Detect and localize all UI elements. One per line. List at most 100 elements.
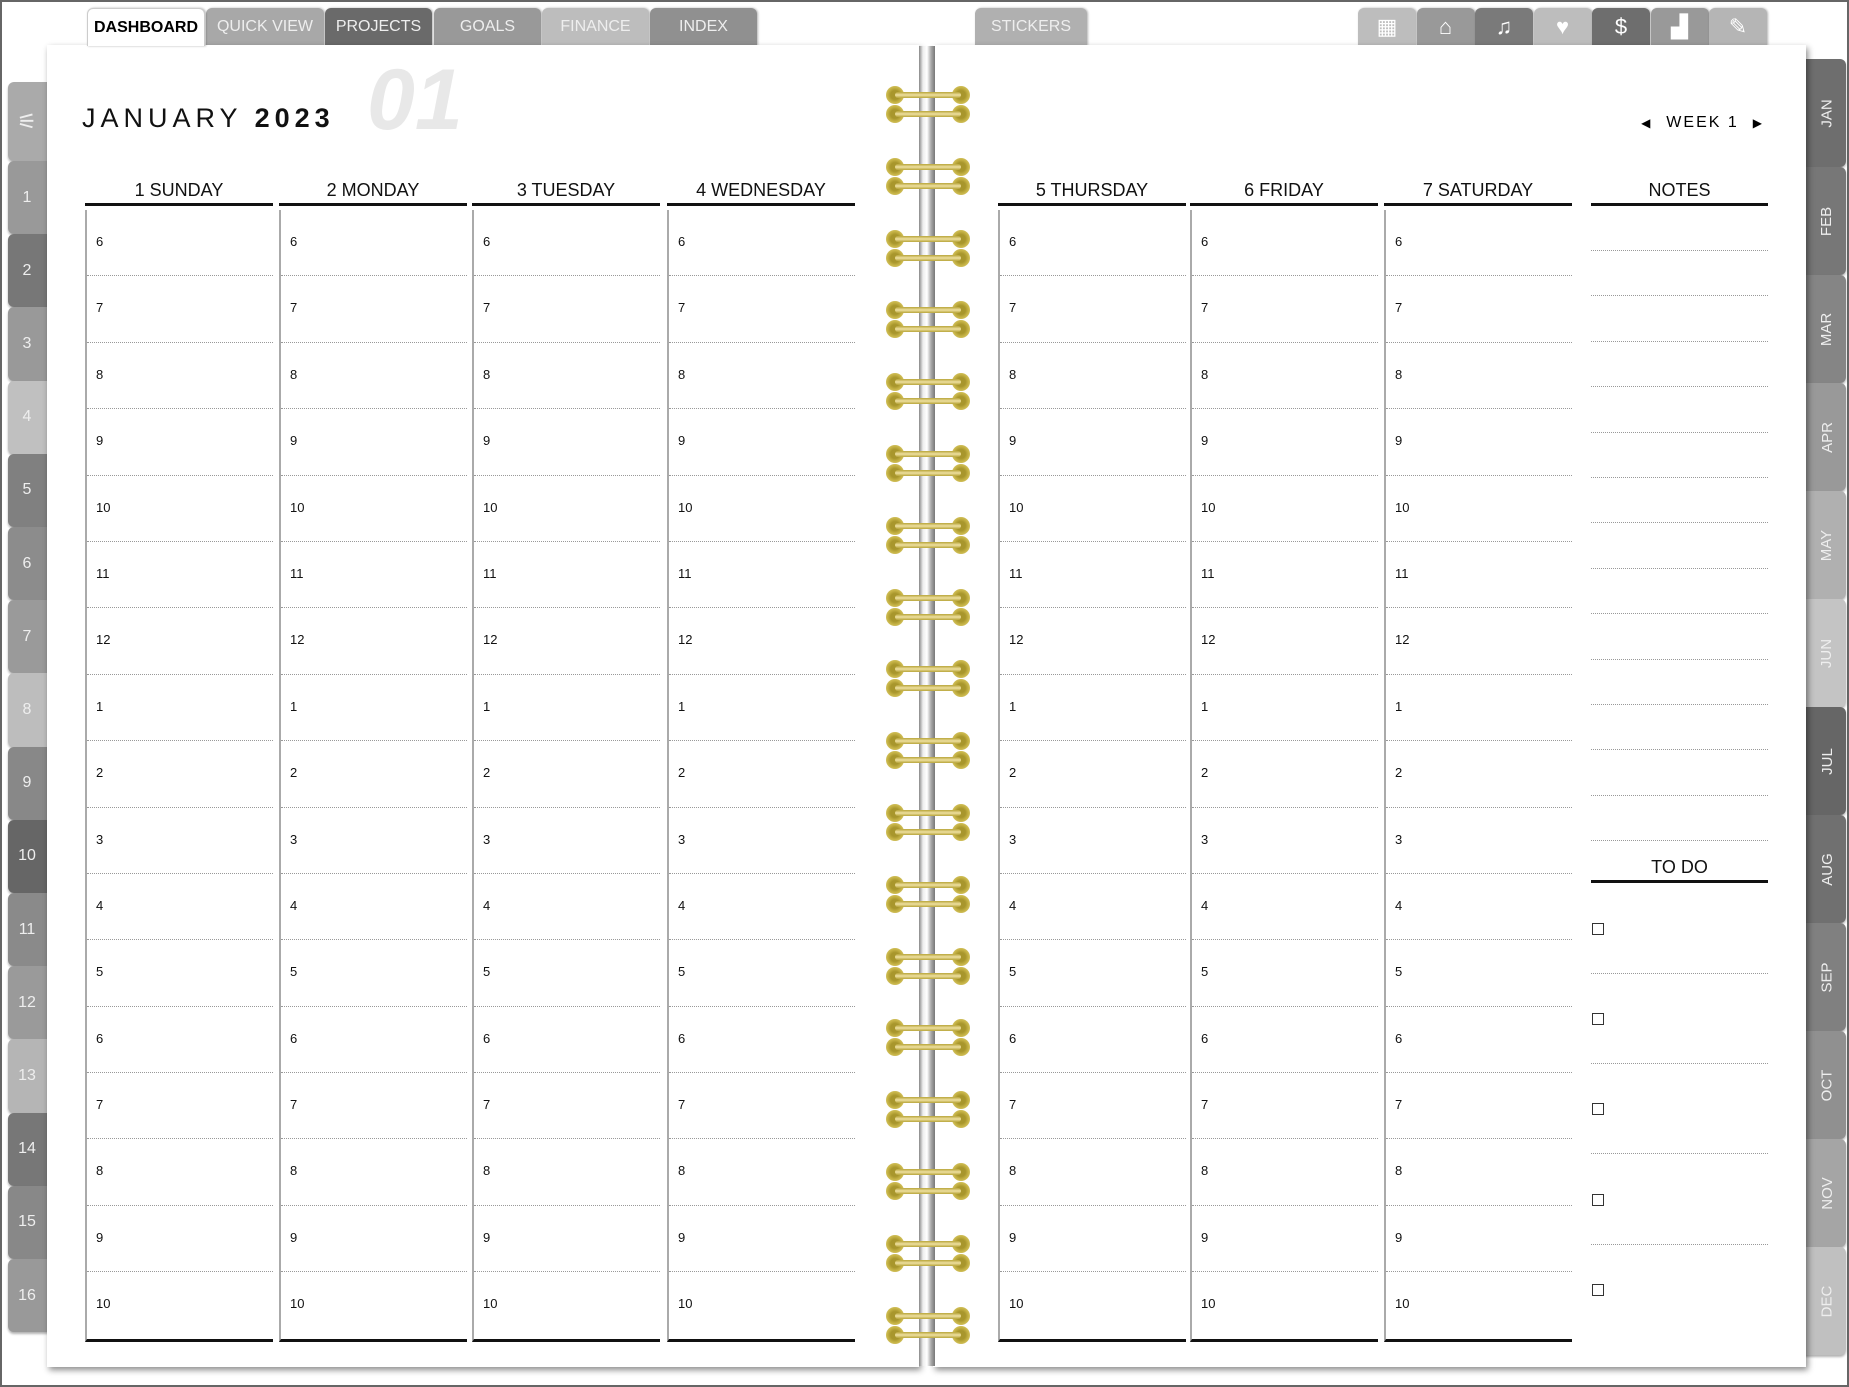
- todo-line[interactable]: [1591, 1153, 1768, 1155]
- hour-slot[interactable]: 6: [1000, 1007, 1186, 1074]
- hour-slot[interactable]: 7: [281, 1073, 467, 1140]
- hour-slot[interactable]: 1: [1000, 675, 1186, 742]
- tab-goals[interactable]: GOALS: [434, 8, 541, 46]
- hour-slot[interactable]: 10: [1386, 1272, 1572, 1338]
- notes-line[interactable]: [1591, 613, 1768, 615]
- hour-slot[interactable]: 5: [1000, 940, 1186, 1007]
- hour-slot[interactable]: 7: [87, 276, 273, 343]
- hour-slot[interactable]: 5: [1192, 940, 1378, 1007]
- hour-slot[interactable]: 5: [474, 940, 660, 1007]
- todo-checkbox[interactable]: [1592, 1013, 1604, 1026]
- hour-slot[interactable]: 6: [1386, 210, 1572, 277]
- hour-slot[interactable]: 4: [1192, 874, 1378, 941]
- hour-slot[interactable]: 8: [669, 1139, 855, 1206]
- todo-checkbox[interactable]: [1592, 1283, 1604, 1296]
- hour-slot[interactable]: 8: [1386, 1139, 1572, 1206]
- hour-slot[interactable]: 10: [1000, 1272, 1186, 1338]
- page-tab-11[interactable]: 11: [8, 893, 52, 967]
- month-tab-jan[interactable]: JAN: [1802, 59, 1846, 167]
- hour-slot[interactable]: 12: [1192, 608, 1378, 675]
- hour-slot[interactable]: 2: [1000, 741, 1186, 808]
- month-tab-mar[interactable]: MAR: [1802, 275, 1846, 383]
- notes-line[interactable]: [1591, 431, 1768, 433]
- month-tab-apr[interactable]: APR: [1802, 383, 1846, 491]
- hour-slot[interactable]: 3: [281, 808, 467, 874]
- hour-slot[interactable]: 2: [1386, 741, 1572, 808]
- hour-slot[interactable]: 11: [1192, 542, 1378, 609]
- notes-line[interactable]: [1591, 704, 1768, 705]
- hour-slot[interactable]: 7: [669, 1073, 855, 1140]
- hour-slot[interactable]: 8: [281, 343, 467, 410]
- hour-slot[interactable]: 4: [1386, 874, 1572, 941]
- hour-slot[interactable]: 7: [1000, 1073, 1186, 1140]
- hour-slot[interactable]: 9: [87, 1206, 273, 1273]
- hour-slot[interactable]: 1: [1386, 675, 1572, 742]
- hour-slot[interactable]: 4: [1000, 874, 1186, 941]
- hour-slot[interactable]: 3: [1000, 808, 1186, 874]
- hour-slot[interactable]: 9: [1000, 1206, 1186, 1273]
- hour-slot[interactable]: 12: [87, 608, 273, 675]
- hour-slot[interactable]: 8: [474, 1139, 660, 1206]
- hour-slot[interactable]: 10: [669, 1272, 855, 1338]
- hour-slot[interactable]: 11: [1000, 542, 1186, 609]
- hour-slot[interactable]: 1: [281, 675, 467, 742]
- hour-slot[interactable]: 10: [474, 1272, 660, 1338]
- hour-slot[interactable]: 5: [281, 940, 467, 1007]
- hour-slot[interactable]: 12: [669, 608, 855, 675]
- hour-slot[interactable]: 8: [669, 343, 855, 410]
- hour-slot[interactable]: 4: [281, 874, 467, 941]
- notes-line[interactable]: [1591, 386, 1768, 388]
- tab-fitness[interactable]: ♥: [1533, 8, 1592, 46]
- hour-slot[interactable]: 7: [1386, 276, 1572, 343]
- month-tab-dec[interactable]: DEC: [1802, 1247, 1846, 1355]
- hour-slot[interactable]: 8: [1192, 343, 1378, 410]
- hour-slot[interactable]: 10: [281, 1272, 467, 1338]
- hour-slot[interactable]: 11: [281, 542, 467, 609]
- page-tab-4[interactable]: 4: [8, 380, 52, 454]
- tab-calendar[interactable]: ▦: [1358, 8, 1416, 46]
- page-tab-12[interactable]: 12: [8, 966, 52, 1040]
- notes-line[interactable]: [1591, 749, 1768, 751]
- page-tab-2[interactable]: 2: [8, 234, 52, 308]
- notes-line[interactable]: [1591, 567, 1768, 569]
- hour-slot[interactable]: 9: [1000, 409, 1186, 476]
- hour-slot[interactable]: 6: [1386, 1007, 1572, 1074]
- todo-line[interactable]: [1591, 1063, 1768, 1065]
- hour-slot[interactable]: 7: [1192, 1073, 1378, 1140]
- hour-slot[interactable]: 10: [1000, 476, 1186, 542]
- hour-slot[interactable]: 10: [669, 476, 855, 542]
- tab-index[interactable]: INDEX: [650, 8, 757, 46]
- hour-slot[interactable]: 12: [281, 608, 467, 675]
- page-tab-14[interactable]: 14: [8, 1112, 52, 1186]
- hour-slot[interactable]: 10: [1192, 476, 1378, 542]
- hour-slot[interactable]: 3: [1386, 808, 1572, 874]
- notes-line[interactable]: [1591, 840, 1768, 842]
- hour-slot[interactable]: 7: [474, 276, 660, 343]
- notes-line[interactable]: [1591, 794, 1768, 796]
- month-tab-aug[interactable]: AUG: [1802, 815, 1846, 923]
- todo-checkbox[interactable]: [1592, 1193, 1604, 1206]
- todo-line[interactable]: [1591, 973, 1768, 974]
- hour-slot[interactable]: 8: [281, 1139, 467, 1206]
- notes-line[interactable]: [1591, 295, 1768, 297]
- page-tab-13[interactable]: 13: [8, 1039, 52, 1113]
- hour-slot[interactable]: 2: [474, 741, 660, 808]
- hour-slot[interactable]: 6: [281, 210, 467, 277]
- hour-slot[interactable]: 9: [669, 1206, 855, 1273]
- tab-media[interactable]: ♫: [1475, 8, 1533, 46]
- hour-slot[interactable]: 9: [1386, 1206, 1572, 1273]
- hour-slot[interactable]: 8: [1000, 343, 1186, 410]
- hour-slot[interactable]: 10: [87, 1272, 273, 1338]
- hour-slot[interactable]: 6: [474, 1007, 660, 1074]
- hour-slot[interactable]: 7: [474, 1073, 660, 1140]
- hour-slot[interactable]: 8: [87, 343, 273, 410]
- page-tab-6[interactable]: 6: [8, 527, 52, 601]
- hour-slot[interactable]: 3: [87, 808, 273, 874]
- hour-slot[interactable]: 8: [1192, 1139, 1378, 1206]
- hour-slot[interactable]: 7: [281, 276, 467, 343]
- hour-slot[interactable]: 1: [474, 675, 660, 742]
- hour-slot[interactable]: 2: [1192, 741, 1378, 808]
- hour-slot[interactable]: 2: [669, 741, 855, 808]
- hour-slot[interactable]: 10: [87, 476, 273, 542]
- hour-slot[interactable]: 6: [474, 210, 660, 277]
